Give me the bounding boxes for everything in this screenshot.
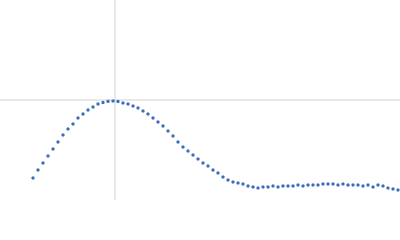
point [251, 185, 255, 189]
point [231, 180, 235, 184]
point [356, 183, 360, 187]
point [226, 178, 230, 182]
point [41, 161, 45, 165]
point [306, 183, 310, 187]
point [216, 171, 220, 175]
point [276, 185, 280, 189]
point [166, 129, 170, 133]
point [106, 99, 110, 103]
point [381, 184, 385, 188]
point [51, 147, 55, 151]
point [281, 184, 285, 188]
point [31, 176, 35, 180]
point [396, 188, 400, 192]
point [171, 134, 175, 138]
point [156, 120, 160, 124]
point [376, 183, 380, 187]
point [61, 133, 65, 137]
point [286, 184, 290, 188]
point [301, 184, 305, 188]
point [101, 100, 105, 105]
point [86, 108, 90, 112]
point [366, 183, 370, 187]
point [126, 102, 130, 106]
point [311, 183, 315, 187]
point [151, 116, 155, 120]
point [346, 183, 350, 187]
point [261, 185, 265, 189]
point [181, 145, 185, 149]
point [191, 153, 195, 157]
point [36, 168, 40, 172]
point [291, 184, 295, 188]
point [146, 112, 150, 116]
point [81, 112, 85, 116]
point [351, 183, 355, 187]
point [296, 183, 300, 187]
point [371, 185, 375, 189]
point [66, 127, 70, 131]
point [336, 183, 340, 187]
point [176, 140, 180, 144]
point [161, 124, 165, 128]
point [196, 157, 200, 161]
point [186, 149, 190, 153]
point [246, 184, 250, 188]
point [116, 99, 120, 104]
point [131, 104, 135, 108]
point [221, 175, 225, 179]
point [266, 185, 270, 189]
point [321, 182, 325, 186]
chart [0, 0, 400, 200]
point [361, 184, 365, 188]
point [136, 106, 140, 110]
point [236, 181, 240, 185]
point [271, 184, 275, 188]
point [91, 105, 95, 109]
point [201, 161, 205, 165]
point [211, 168, 215, 172]
point [76, 116, 80, 120]
point [316, 183, 320, 187]
point [391, 187, 395, 191]
point [256, 186, 260, 190]
point [46, 154, 50, 158]
point [206, 164, 210, 168]
point [341, 182, 345, 186]
point [331, 182, 335, 186]
page: {"chart_data": {"type": "scatter", "colo… [0, 0, 400, 200]
point [71, 122, 75, 126]
point [386, 186, 390, 190]
point [326, 182, 330, 186]
point [96, 102, 100, 106]
point [141, 109, 145, 113]
point [121, 101, 125, 105]
point [111, 99, 115, 103]
point [241, 182, 245, 186]
point [56, 140, 60, 144]
